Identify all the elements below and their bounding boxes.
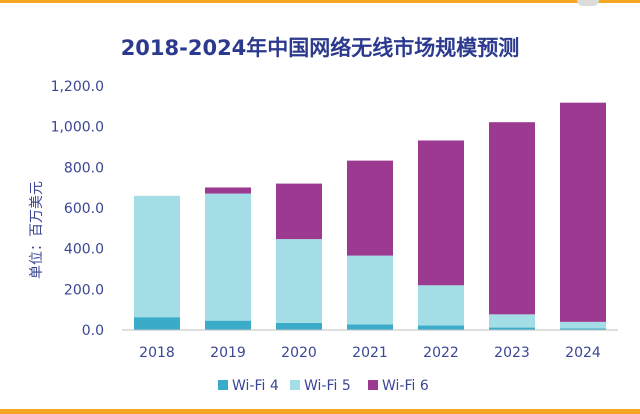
bar-segment bbox=[560, 102, 606, 322]
x-tick-label: 2019 bbox=[210, 345, 246, 361]
bar-segment bbox=[205, 320, 251, 330]
legend-label: Wi-Fi 5 bbox=[304, 378, 351, 394]
bar-segment bbox=[347, 160, 393, 256]
y-tick-label: 1,000.0 bbox=[51, 120, 104, 136]
bar-segment bbox=[347, 255, 393, 325]
bar-segment bbox=[276, 322, 322, 330]
y-tick-label: 400.0 bbox=[64, 242, 104, 258]
bottom-accent-bar bbox=[0, 409, 640, 414]
top-edge-mark bbox=[577, 0, 599, 6]
x-tick-label: 2018 bbox=[139, 345, 175, 361]
legend: Wi-Fi 4 Wi-Fi 5 Wi-Fi 6 bbox=[218, 378, 429, 394]
legend-swatch bbox=[218, 380, 228, 390]
x-tick-label: 2024 bbox=[565, 345, 601, 361]
bar-segment bbox=[418, 285, 464, 326]
y-tick-label: 200.0 bbox=[64, 282, 104, 298]
bar-segment bbox=[418, 140, 464, 286]
bar-segment bbox=[276, 239, 322, 323]
y-axis-ticks: 0.0 200.0 400.0 600.0 800.0 1,000.0 1,200.0 bbox=[51, 79, 104, 339]
x-tick-label: 2022 bbox=[423, 345, 459, 361]
bar-segment bbox=[134, 195, 180, 318]
chart-title: 2018-2024年中国网络无线市场规模预测 bbox=[121, 36, 520, 60]
y-tick-label: 0.0 bbox=[82, 323, 104, 339]
bar-segment bbox=[560, 328, 606, 330]
bar-segment bbox=[347, 324, 393, 330]
bar-segment bbox=[276, 183, 322, 240]
y-tick-label: 1,200.0 bbox=[51, 79, 104, 95]
bar-segment bbox=[205, 187, 251, 194]
y-tick-label: 600.0 bbox=[64, 201, 104, 217]
bar-segment bbox=[489, 327, 535, 330]
bar-segment bbox=[489, 122, 535, 315]
x-tick-label: 2021 bbox=[352, 345, 388, 361]
x-axis-ticks: 2018 2019 2020 2021 2022 2023 2024 bbox=[139, 345, 601, 361]
bar-segment bbox=[134, 317, 180, 330]
legend-swatch bbox=[290, 380, 300, 390]
bar-segment bbox=[418, 325, 464, 330]
bars bbox=[134, 102, 606, 330]
top-accent-bar bbox=[0, 0, 640, 3]
bar-segment bbox=[560, 321, 606, 329]
y-axis-label: 单位：百万美元 bbox=[29, 181, 45, 279]
x-tick-label: 2023 bbox=[494, 345, 530, 361]
y-tick-label: 800.0 bbox=[64, 160, 104, 176]
bar-segment bbox=[205, 193, 251, 321]
bar-segment bbox=[489, 314, 535, 328]
legend-label: Wi-Fi 4 bbox=[232, 378, 279, 394]
x-tick-label: 2020 bbox=[281, 345, 317, 361]
legend-swatch bbox=[368, 380, 378, 390]
legend-label: Wi-Fi 6 bbox=[382, 378, 429, 394]
